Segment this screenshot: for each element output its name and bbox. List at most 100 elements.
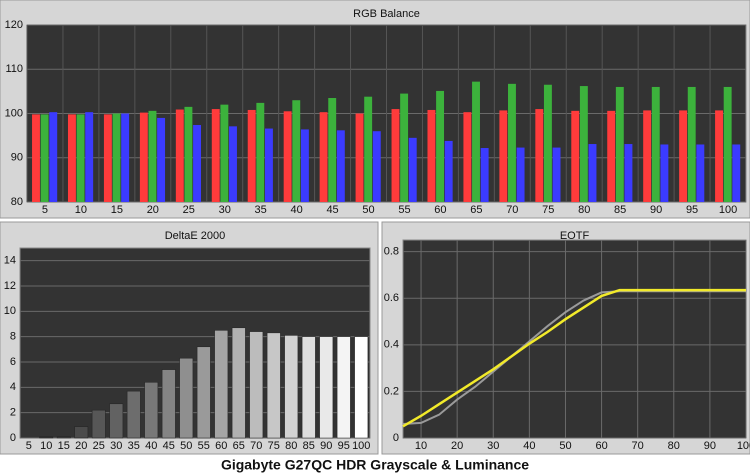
bar bbox=[39, 436, 54, 439]
bar bbox=[220, 104, 229, 202]
x-tick-label: 30 bbox=[219, 204, 231, 216]
bar bbox=[266, 332, 281, 439]
y-tick-label: 110 bbox=[5, 63, 23, 75]
x-tick-label: 90 bbox=[320, 440, 332, 452]
line bbox=[402, 288, 746, 428]
bar bbox=[588, 144, 597, 202]
x-tick-label: 45 bbox=[163, 440, 175, 452]
x-tick-label: 40 bbox=[145, 440, 157, 452]
bar bbox=[687, 86, 696, 202]
bar bbox=[139, 112, 148, 202]
bar bbox=[49, 112, 58, 202]
bar bbox=[284, 335, 299, 439]
bar bbox=[643, 110, 652, 202]
x-tick-label: 65 bbox=[233, 440, 245, 452]
x-tick-label: 60 bbox=[215, 440, 227, 452]
chart-title: DeltaE 2000 bbox=[165, 230, 226, 242]
x-tick-label: 55 bbox=[198, 440, 210, 452]
bar bbox=[364, 96, 373, 202]
x-tick-label: 10 bbox=[75, 204, 87, 216]
x-tick-label: 70 bbox=[632, 440, 644, 452]
y-tick-label: 12 bbox=[4, 280, 16, 292]
bar bbox=[249, 331, 264, 439]
x-tick-label: 75 bbox=[542, 204, 554, 216]
bar bbox=[472, 81, 480, 202]
bar bbox=[161, 369, 176, 439]
y-tick-label: 10 bbox=[4, 305, 16, 317]
bar bbox=[184, 106, 193, 202]
bar bbox=[193, 125, 201, 202]
bar bbox=[579, 86, 588, 202]
y-tick-label: 80 bbox=[11, 196, 23, 208]
x-tick-label: 60 bbox=[595, 440, 607, 452]
bar bbox=[283, 111, 292, 202]
x-tick-label: 95 bbox=[338, 440, 350, 452]
caption: Gigabyte G27QC HDR Grayscale & Luminance bbox=[221, 457, 529, 473]
bar bbox=[85, 112, 94, 202]
x-tick-label: 5 bbox=[26, 440, 32, 452]
y-tick-label: 0.6 bbox=[384, 292, 399, 304]
bar bbox=[301, 336, 316, 439]
x-tick-label: 80 bbox=[285, 440, 297, 452]
y-tick-label: 2 bbox=[10, 407, 16, 419]
x-tick-label: 55 bbox=[398, 204, 410, 216]
x-tick-label: 85 bbox=[614, 204, 626, 216]
x-tick-label: 15 bbox=[58, 440, 70, 452]
bar bbox=[67, 114, 76, 202]
x-tick-label: 10 bbox=[40, 440, 52, 452]
chart-title: RGB Balance bbox=[353, 8, 420, 20]
x-tick-label: 65 bbox=[470, 204, 482, 216]
bar bbox=[615, 86, 624, 202]
bar bbox=[436, 90, 445, 202]
bar bbox=[552, 147, 561, 202]
bar bbox=[535, 109, 544, 202]
x-tick-label: 40 bbox=[291, 204, 303, 216]
y-tick-label: 0.2 bbox=[384, 385, 399, 397]
bar bbox=[300, 129, 309, 202]
x-tick-label: 45 bbox=[326, 204, 338, 216]
y-tick-label: 90 bbox=[11, 152, 23, 164]
bar bbox=[328, 98, 337, 202]
x-tick-label: 20 bbox=[451, 440, 463, 452]
y-tick-label: 14 bbox=[4, 255, 16, 267]
x-tick-label: 95 bbox=[686, 204, 698, 216]
bar bbox=[427, 109, 436, 202]
y-tick-label: 8 bbox=[10, 331, 16, 343]
bar bbox=[256, 102, 265, 202]
y-tick-label: 6 bbox=[10, 356, 16, 368]
bar bbox=[444, 140, 453, 202]
bar bbox=[651, 86, 660, 202]
x-tick-label: 70 bbox=[250, 440, 262, 452]
y-tick-label: 4 bbox=[10, 381, 16, 393]
chart-title: EOTF bbox=[560, 230, 590, 242]
x-tick-label: 75 bbox=[268, 440, 280, 452]
bar bbox=[292, 100, 301, 202]
x-tick-label: 60 bbox=[434, 204, 446, 216]
x-tick-label: 35 bbox=[255, 204, 267, 216]
x-tick-label: 80 bbox=[668, 440, 680, 452]
bar bbox=[76, 114, 85, 202]
bar bbox=[372, 131, 381, 202]
bar bbox=[391, 109, 400, 202]
y-tick-label: 0.4 bbox=[384, 339, 399, 351]
bar bbox=[148, 110, 157, 202]
bar bbox=[355, 113, 364, 202]
x-tick-label: 10 bbox=[415, 440, 427, 452]
bar bbox=[624, 144, 633, 202]
bar bbox=[231, 327, 246, 439]
y-tick-label: 100 bbox=[5, 107, 23, 119]
bar bbox=[319, 112, 328, 202]
bar bbox=[175, 109, 184, 202]
x-tick-label: 30 bbox=[110, 440, 122, 452]
bar bbox=[196, 346, 211, 439]
bar bbox=[463, 112, 472, 202]
bar bbox=[571, 110, 580, 202]
bar bbox=[32, 114, 40, 202]
bar bbox=[40, 114, 49, 202]
bar bbox=[229, 126, 237, 202]
bar bbox=[126, 390, 141, 439]
bar bbox=[112, 113, 121, 202]
plot-area bbox=[402, 239, 747, 439]
